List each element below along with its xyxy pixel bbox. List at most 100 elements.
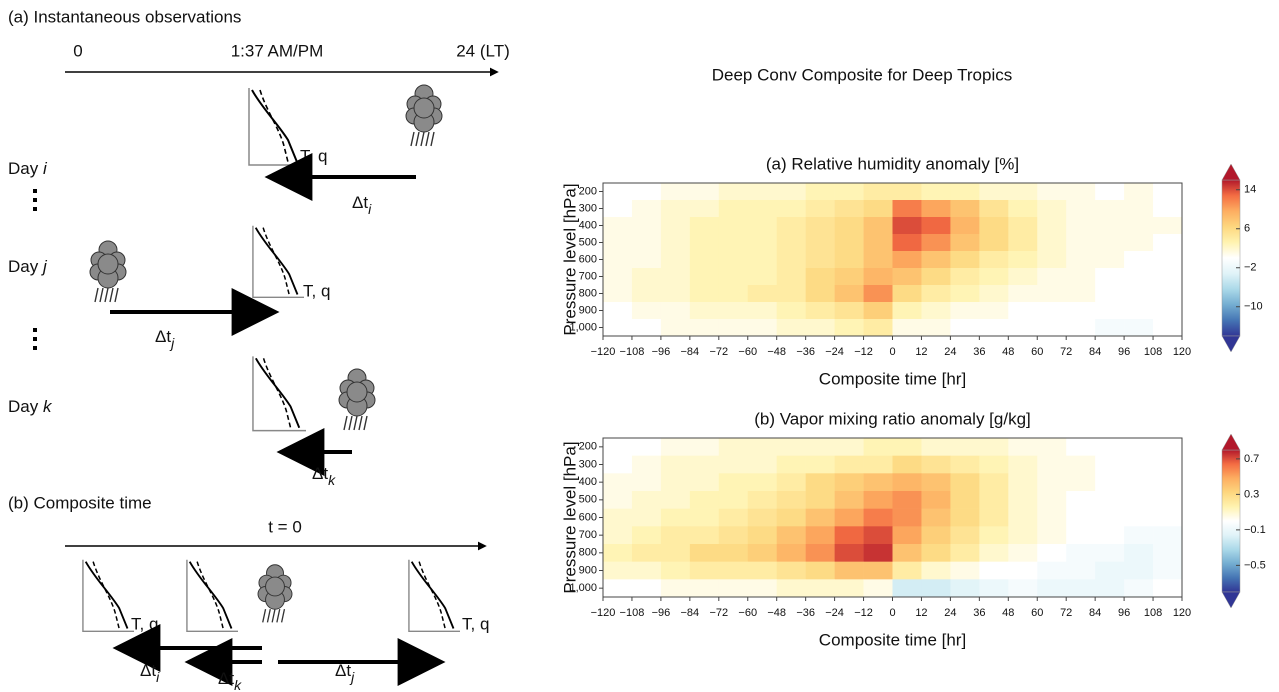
heatmap-cell — [1037, 234, 1067, 252]
heatmap-cell — [776, 526, 806, 545]
heatmap-cell — [747, 579, 777, 598]
heatmap-cell — [950, 302, 980, 320]
heatmap-cell — [1153, 579, 1183, 598]
heatmap-cell — [1124, 561, 1154, 580]
x-tick-label: 60 — [1031, 607, 1043, 619]
day-label: Day k — [8, 397, 53, 416]
heatmap-cell — [603, 285, 633, 303]
x-tick-label: −96 — [652, 607, 671, 619]
heatmap-cell — [631, 302, 662, 320]
heatmap-cell — [1066, 508, 1096, 527]
heatmap-cell — [660, 526, 691, 545]
delta-label: Δti — [140, 661, 160, 684]
heatmap-cell — [1124, 251, 1154, 269]
heatmap-cell — [631, 544, 662, 562]
heatmap-cell — [863, 268, 893, 286]
heatmap-cell — [921, 217, 951, 235]
x-tick-label: 12 — [915, 346, 927, 358]
heatmap-cell — [689, 508, 720, 527]
heatmap-cell — [776, 183, 806, 201]
heatmap-cell — [689, 234, 720, 252]
day-label: Day j — [8, 257, 48, 276]
time-label: 0 — [73, 41, 82, 60]
heatmap-cell — [863, 183, 893, 201]
heatmap-cell — [921, 234, 951, 252]
delta-label: Δtj — [155, 327, 175, 350]
heatmap-cell — [689, 438, 720, 456]
heatmap-cell — [979, 302, 1009, 320]
heatmap-cell — [603, 579, 633, 598]
heatmap-cell — [805, 319, 835, 337]
heatmap-cell — [1095, 319, 1125, 337]
heatmap-cell — [1124, 200, 1154, 218]
heatmap-cell — [805, 526, 835, 545]
heatmap-cell — [979, 200, 1009, 218]
heatmap-cell — [834, 561, 864, 580]
heatmap-cell — [805, 491, 835, 509]
heatmap-cell — [1066, 234, 1096, 252]
heatmap-cell — [1037, 285, 1067, 303]
x-tick-label: −120 — [591, 346, 616, 358]
chart-title: (b) Vapor mixing ratio anomaly [g/kg] — [754, 409, 1031, 428]
heatmap-cell — [660, 319, 691, 337]
heatmap-cell — [747, 544, 777, 562]
heatmap-cell — [747, 561, 777, 580]
heatmap-cell — [1066, 285, 1096, 303]
x-tick-label: 36 — [973, 346, 985, 358]
heatmap-cell — [863, 455, 893, 474]
heatmap-cell — [1153, 183, 1183, 201]
heatmap-cell — [979, 473, 1009, 492]
heatmap-cell — [805, 544, 835, 562]
y-tick-label: 1,000 — [569, 321, 597, 333]
x-tick-label: 24 — [944, 346, 956, 358]
x-tick-label: 96 — [1118, 607, 1130, 619]
delta-index: i — [368, 201, 372, 217]
heatmap-cell — [979, 319, 1009, 337]
heatmap-cell — [950, 319, 980, 337]
heatmap-cell — [892, 183, 922, 201]
heatmap-cell — [1037, 579, 1067, 598]
x-tick-label: 108 — [1144, 346, 1162, 358]
heatmap-cell — [660, 438, 691, 456]
heatmap-cell — [1095, 438, 1125, 456]
colorbar-tick-label: −10 — [1244, 301, 1263, 313]
heatmap-cell — [718, 217, 749, 235]
heatmap-cell — [603, 473, 633, 492]
heatmap-cell — [660, 285, 691, 303]
heatmap-cell — [979, 561, 1009, 580]
x-axis-label: Composite time [hr] — [819, 369, 966, 388]
heatmap-cell — [1153, 268, 1183, 286]
heatmap-cell — [776, 455, 806, 474]
day-word: Day — [8, 397, 39, 416]
heatmap-cell — [805, 302, 835, 320]
heatmap-cell — [863, 561, 893, 580]
x-tick-label: 72 — [1060, 346, 1072, 358]
heatmap-cell — [834, 234, 864, 252]
x-tick-label: −36 — [796, 607, 815, 619]
heatmap-cell — [1037, 561, 1067, 580]
x-tick-label: 12 — [915, 607, 927, 619]
heatmap-cell — [1008, 285, 1038, 303]
heatmap-cell — [1008, 302, 1038, 320]
x-tick-label: −24 — [825, 346, 844, 358]
heatmap-cell — [776, 561, 806, 580]
heatmap-cell — [660, 473, 691, 492]
heatmap-cell — [776, 200, 806, 218]
profile — [248, 87, 305, 166]
heatmap-cell — [718, 183, 749, 201]
heatmap-cell — [1124, 544, 1154, 562]
y-tick-label: 600 — [579, 253, 597, 265]
heatmap-cell — [603, 200, 633, 218]
heatmap-cell — [921, 285, 951, 303]
heatmap-cell — [979, 285, 1009, 303]
heatmap-cell — [1153, 473, 1183, 492]
heatmap-cell — [921, 508, 951, 527]
heatmap-cell — [1095, 200, 1125, 218]
heatmap-cell — [1008, 234, 1038, 252]
heatmap-cell — [631, 268, 662, 286]
day-index: i — [43, 159, 48, 178]
heatmap-cell — [950, 561, 980, 580]
heatmap-cell — [1008, 473, 1038, 492]
heatmap-cell — [747, 526, 777, 545]
heatmap-cell — [603, 491, 633, 509]
